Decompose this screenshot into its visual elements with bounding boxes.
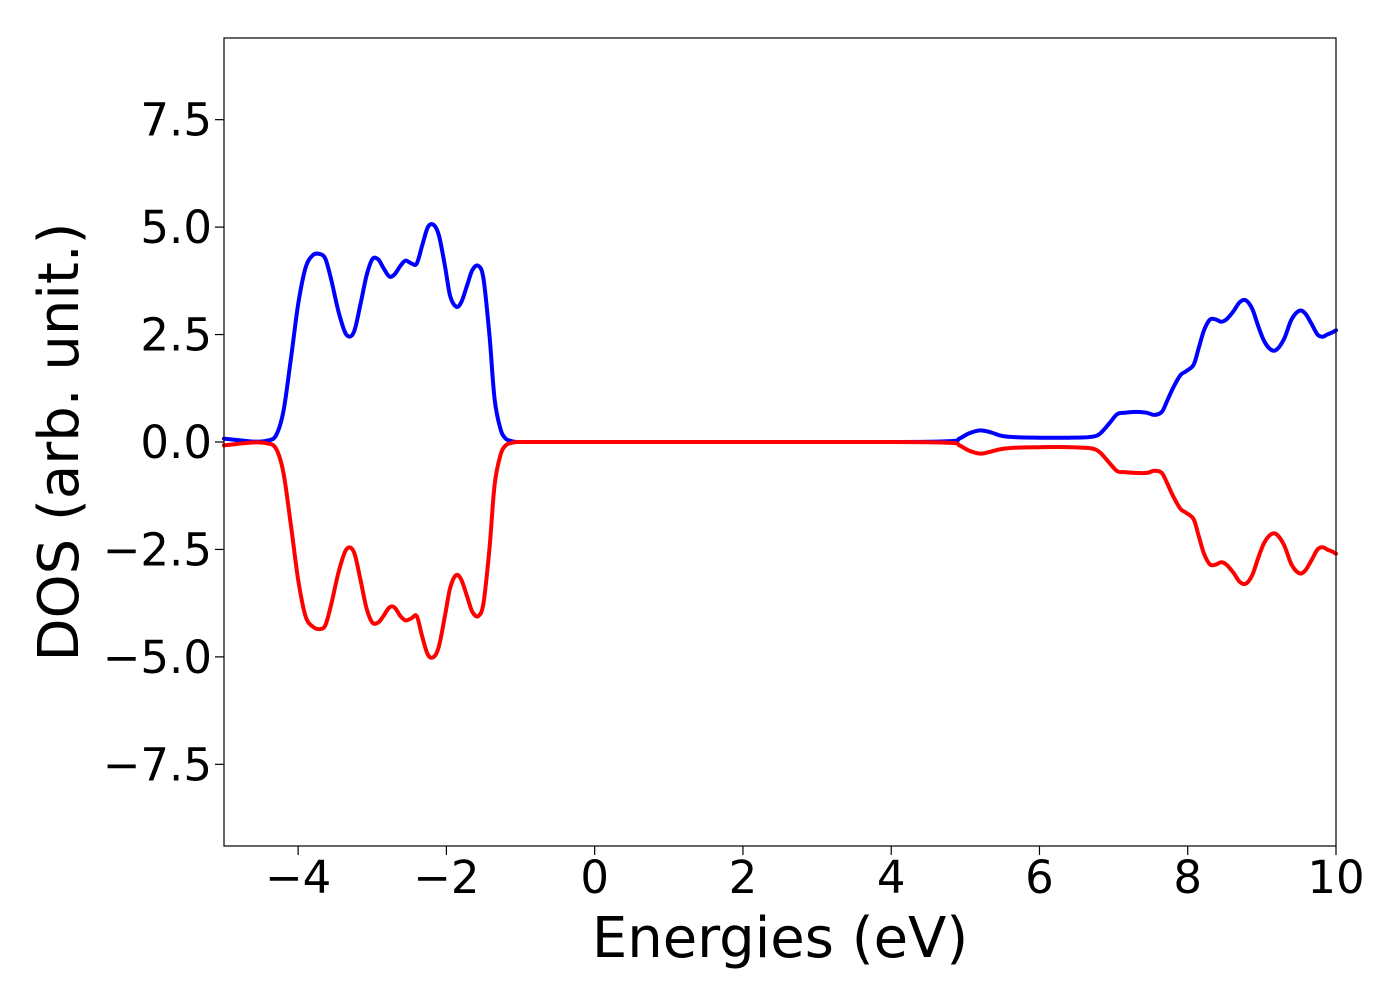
x-tick-label: −4 [265, 851, 331, 904]
y-tick-label: −7.5 [103, 738, 212, 791]
y-axis: 7.5 5.0 2.5 0.0 −2.5 −5.0 −7.5 [103, 94, 224, 791]
y-axis-title: DOS (arb. unit.) [27, 222, 92, 661]
x-axis-title: Energies (eV) [592, 906, 968, 971]
y-tick-label: 2.5 [140, 309, 212, 362]
x-tick-label: 4 [877, 851, 906, 904]
y-tick-label: 0.0 [140, 416, 212, 469]
y-tick-label: −5.0 [103, 631, 212, 684]
y-tick-label: −2.5 [103, 523, 212, 576]
x-tick-label: 10 [1307, 851, 1364, 904]
x-tick-label: 6 [1025, 851, 1054, 904]
x-tick-label: 2 [729, 851, 758, 904]
x-tick-label: −2 [413, 851, 479, 904]
y-tick-label: 5.0 [140, 201, 212, 254]
x-tick-label: 8 [1173, 851, 1202, 904]
x-axis: −4 −2 0 2 4 6 8 10 [265, 846, 1365, 904]
series-line-2 [222, 439, 1338, 660]
x-tick-label: 0 [580, 851, 609, 904]
y-tick-label: 7.5 [140, 94, 212, 147]
series-layer [222, 222, 1338, 660]
